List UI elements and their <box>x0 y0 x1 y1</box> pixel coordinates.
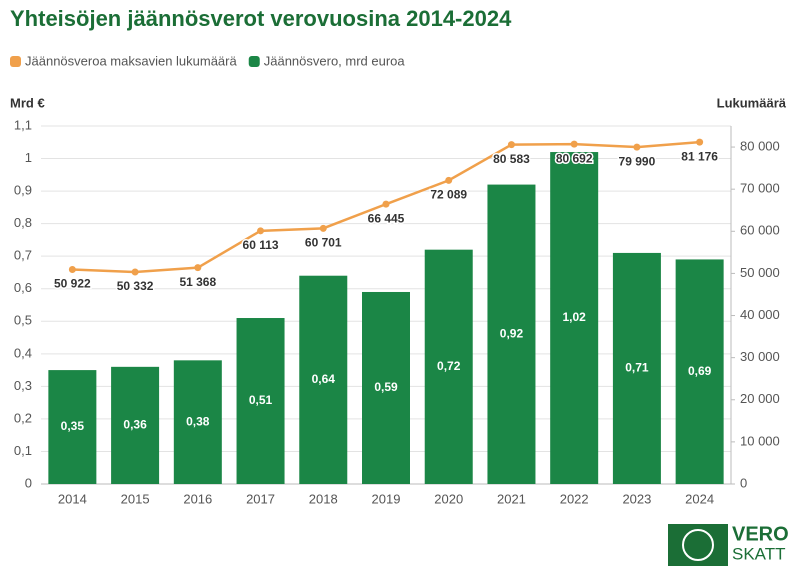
line-point <box>319 224 327 232</box>
line-value-label: 79 990 <box>619 154 656 168</box>
y-tick-label: 0,7 <box>14 248 32 263</box>
y-tick-label: 0,8 <box>14 215 32 230</box>
bar <box>299 275 348 484</box>
line-point <box>131 268 139 276</box>
y-tick-label: 0,4 <box>14 345 32 360</box>
legend-label: Jäännösveroa maksavien lukumäärä <box>25 53 237 68</box>
line-point <box>68 266 76 274</box>
bar <box>111 366 160 484</box>
line-point <box>194 264 202 272</box>
bar-value-label: 0,35 <box>61 419 85 433</box>
line-value-label: 60 701 <box>305 236 342 250</box>
logo-text: VERO <box>732 523 789 545</box>
line-value-label: 50 922 <box>54 277 91 291</box>
bar <box>487 184 536 484</box>
y-axis-label: Mrd € <box>10 95 45 110</box>
bar-value-label: 0,92 <box>500 326 524 340</box>
bar-value-label: 0,71 <box>625 361 649 375</box>
bar-value-label: 0,38 <box>186 414 210 428</box>
y2-tick-label: 40 000 <box>740 307 780 322</box>
bar-value-label: 0,59 <box>374 380 398 394</box>
x-tick-label: 2020 <box>434 491 463 506</box>
line-point <box>696 138 704 146</box>
x-tick-label: 2016 <box>183 491 212 506</box>
bar <box>362 291 410 484</box>
x-tick-label: 2022 <box>560 491 589 506</box>
bar-value-label: 0,64 <box>312 372 336 386</box>
y-tick-label: 0,9 <box>14 183 32 198</box>
y-tick-label: 0,1 <box>14 443 32 458</box>
line-value-label: 60 113 <box>243 238 279 252</box>
logo: VERO SKATT <box>668 523 789 566</box>
x-tick-label: 2018 <box>309 491 338 506</box>
line-point <box>445 176 453 184</box>
line-value-label: 81 176 <box>681 149 718 163</box>
y2-tick-label: 50 000 <box>740 265 780 280</box>
bar-value-label: 1,02 <box>563 310 587 324</box>
x-tick-label: 2017 <box>246 491 275 506</box>
y2-tick-label: 80 000 <box>740 138 780 153</box>
bar <box>236 318 285 484</box>
y-tick-label: 1,1 <box>14 117 32 132</box>
y2-tick-label: 30 000 <box>740 349 780 364</box>
line-point <box>507 141 515 149</box>
x-tick-label: 2019 <box>372 491 401 506</box>
legend-swatch <box>248 56 260 67</box>
bar-value-label: 0,36 <box>123 418 147 432</box>
x-tick-label: 2024 <box>685 491 714 506</box>
bar-value-label: 0,69 <box>688 364 712 378</box>
line-point <box>257 227 265 235</box>
x-tick-label: 2015 <box>121 491 150 506</box>
line-value-label: 80 692 <box>556 151 593 165</box>
y2-tick-label: 10 000 <box>740 433 780 448</box>
line-value-label: 80 583 <box>493 152 530 166</box>
bar <box>550 152 599 484</box>
line-value-label: 72 089 <box>430 188 467 202</box>
bar <box>612 252 661 484</box>
y2-tick-label: 0 <box>740 475 747 490</box>
y-tick-label: 0,6 <box>14 280 32 295</box>
y2-tick-label: 20 000 <box>740 391 780 406</box>
logo-text: SKATT <box>732 544 786 563</box>
y-tick-label: 0 <box>25 475 32 490</box>
bar <box>675 259 724 484</box>
line-point <box>570 140 578 148</box>
chart-title: Yhteisöjen jäännösverot verovuosina 2014… <box>10 6 512 31</box>
logo-emblem <box>682 529 714 561</box>
bar <box>48 370 97 484</box>
bar <box>173 360 222 484</box>
legend-swatch <box>10 56 21 67</box>
y-tick-label: 0,5 <box>14 313 32 328</box>
y-tick-label: 0,3 <box>14 378 32 393</box>
line-value-label: 51 368 <box>179 275 216 289</box>
line-value-label: 50 332 <box>117 279 154 293</box>
line-point <box>382 200 390 208</box>
bar-value-label: 0,51 <box>249 393 273 407</box>
y-tick-label: 0,2 <box>14 410 32 425</box>
y2-axis-label: Lukumäärä <box>717 95 787 110</box>
y2-tick-label: 70 000 <box>740 181 780 196</box>
line-point <box>633 143 641 151</box>
legend-label: Jäännösvero, mrd euroa <box>264 53 406 68</box>
line-value-label: 66 445 <box>368 211 405 225</box>
x-tick-label: 2023 <box>622 491 651 506</box>
bar <box>424 249 473 484</box>
x-tick-label: 2014 <box>58 491 87 506</box>
y-tick-label: 1 <box>25 150 32 165</box>
x-tick-label: 2021 <box>497 491 526 506</box>
y2-tick-label: 60 000 <box>740 223 780 238</box>
bar-value-label: 0,72 <box>437 359 461 373</box>
